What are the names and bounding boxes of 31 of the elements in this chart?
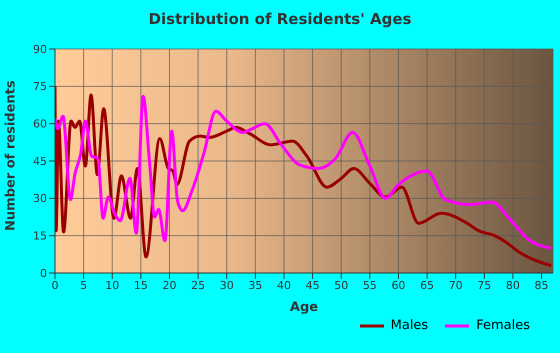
x-tick-label: 35 xyxy=(248,278,262,292)
x-tick-label: 40 xyxy=(276,278,291,292)
y-tick-label: 60 xyxy=(33,118,47,131)
x-tick-label: 80 xyxy=(506,278,520,292)
chart-title: Distribution of Residents' Ages xyxy=(148,10,412,28)
x-tick-label: 20 xyxy=(162,278,176,292)
x-tick-label: 15 xyxy=(134,278,148,292)
x-axis-title: Age xyxy=(290,300,318,315)
x-tick-label: 0 xyxy=(52,278,58,292)
x-tick-label: 25 xyxy=(191,278,206,292)
y-tick-label: 0 xyxy=(40,266,47,280)
x-tick-label: 30 xyxy=(220,278,234,292)
x-tick-label: 10 xyxy=(105,278,120,292)
x-tick-label: 70 xyxy=(448,278,463,292)
legend-label: Males xyxy=(390,318,428,333)
y-tick-label: 75 xyxy=(33,80,47,94)
y-tick-label: 90 xyxy=(33,42,47,56)
y-tick-label: 45 xyxy=(33,154,47,168)
y-tick-label: 30 xyxy=(33,192,47,206)
x-tick-label: 75 xyxy=(477,278,492,292)
x-tick-label: 55 xyxy=(362,278,377,292)
y-axis-title: Number of residents xyxy=(4,80,19,231)
x-tick-label: 5 xyxy=(80,278,88,292)
x-tick-label: 65 xyxy=(420,278,434,292)
x-tick-label: 85 xyxy=(534,278,549,292)
x-tick-label: 60 xyxy=(391,278,406,292)
y-tick-label: 15 xyxy=(33,230,47,243)
legend-label: Females xyxy=(475,318,530,333)
x-tick-label: 50 xyxy=(334,278,348,292)
line-series xyxy=(55,94,553,250)
x-tick-label: 45 xyxy=(306,278,320,292)
